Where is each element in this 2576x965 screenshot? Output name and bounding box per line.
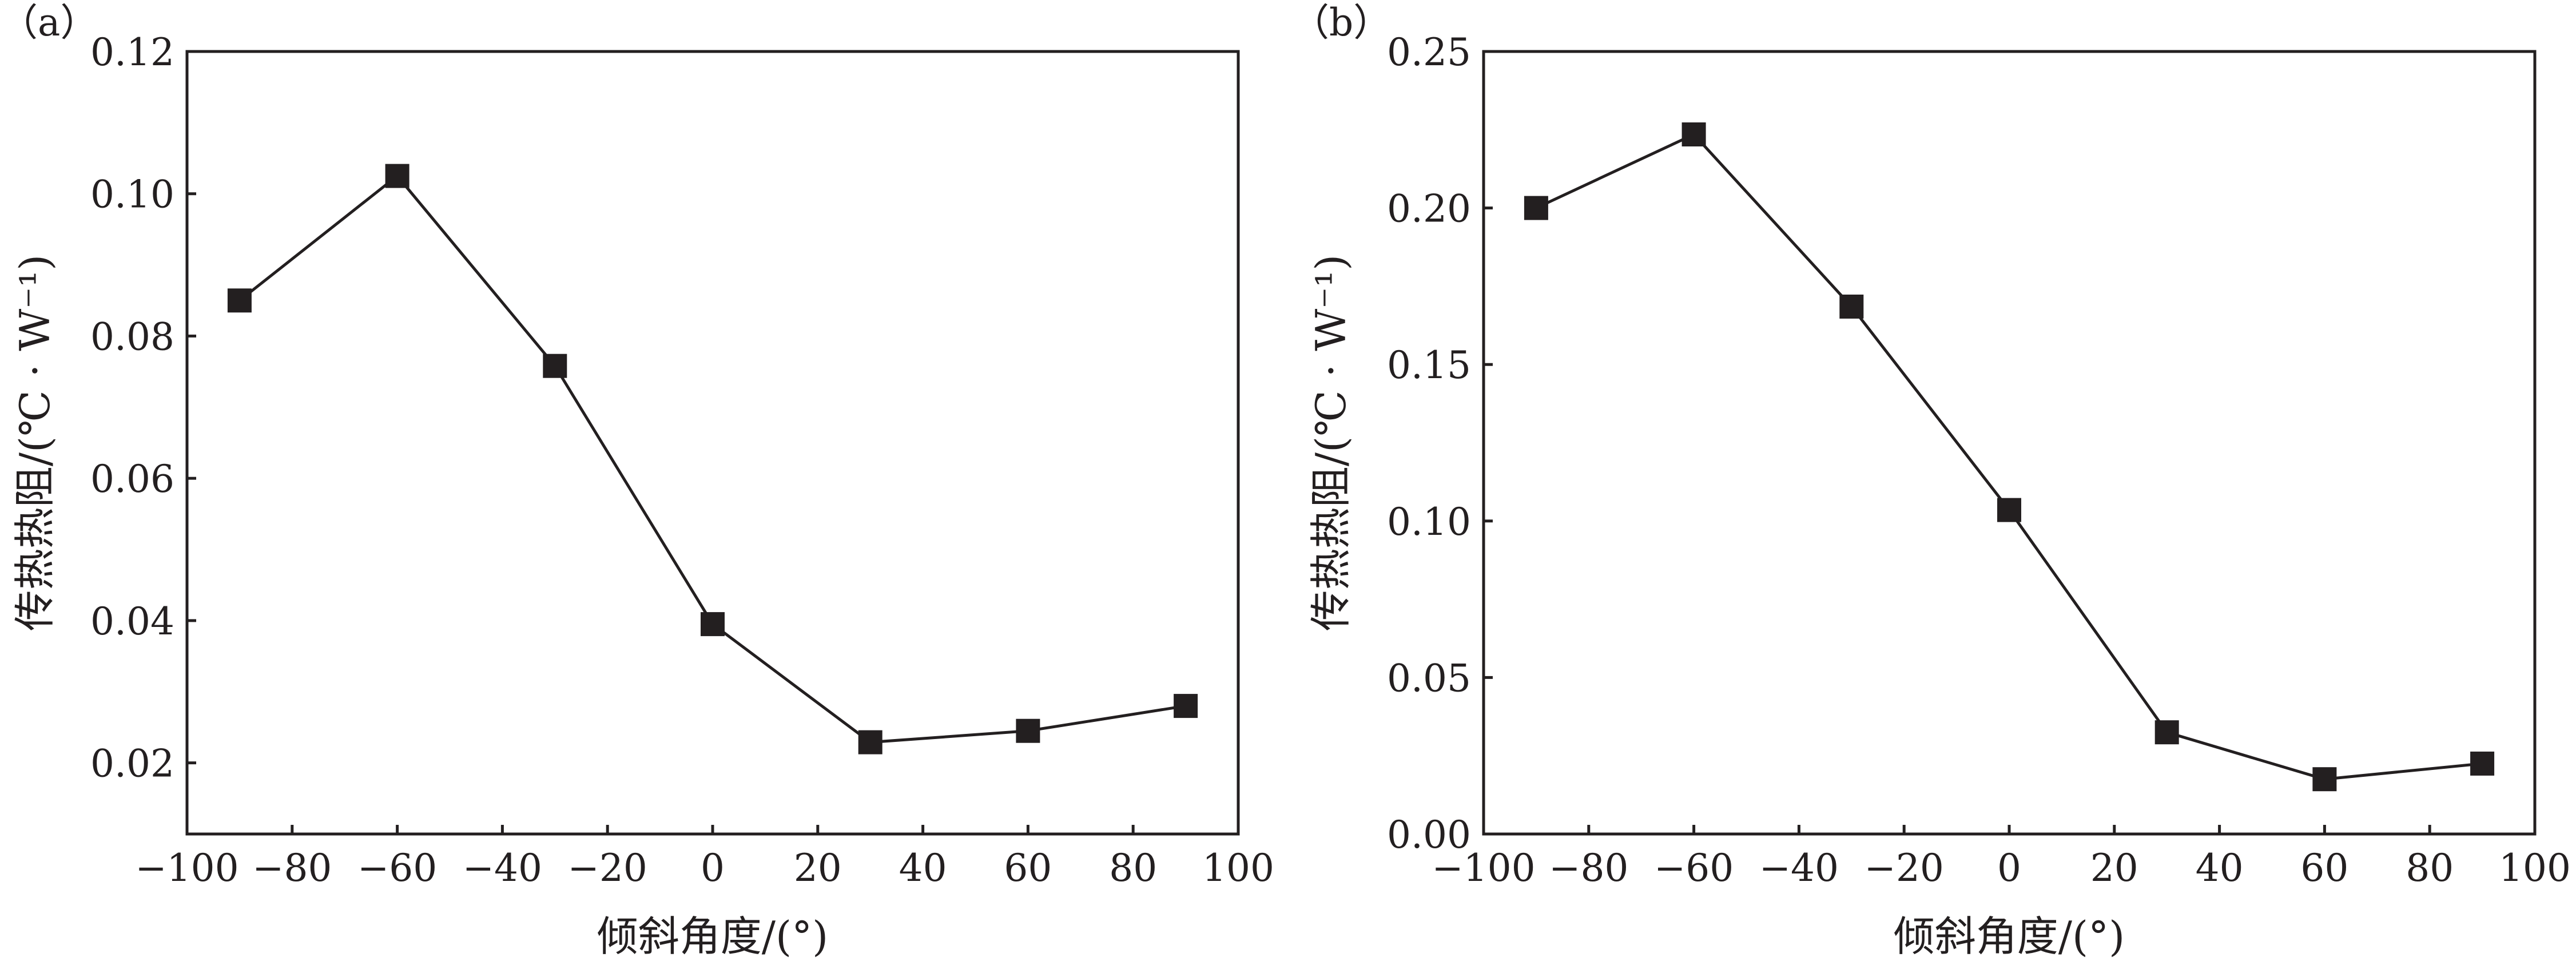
x-tick-label-b: −20 <box>1865 846 1944 890</box>
x-tick-label-a: 20 <box>794 846 842 890</box>
y-tick-label-b: 0.10 <box>1387 500 1471 544</box>
y-tick-label-b: 0.15 <box>1387 343 1471 387</box>
plot-frame-b <box>1482 50 2537 836</box>
axis-ticks-a <box>185 50 1240 834</box>
data-point-b <box>2154 720 2179 745</box>
chart-panel-a: （a） −100 −80 −60 −40 −20 0 20 40 60 80 100 0.02 0.04… <box>0 1 1274 960</box>
data-point-b <box>1524 196 1548 220</box>
data-point-a <box>701 612 725 637</box>
y-axis-label-b: 传热热阻/(℃ · W⁻¹) <box>1307 255 1355 632</box>
data-point-a <box>1174 694 1198 718</box>
y-tick-label-b: 0.05 <box>1387 656 1471 700</box>
x-tick-label-a: −40 <box>463 846 542 890</box>
data-point-a <box>1016 718 1040 743</box>
x-tick-label-b: 100 <box>2499 846 2571 890</box>
y-tick-label-b: 0.00 <box>1387 813 1471 857</box>
x-tick-label-a: 40 <box>899 846 947 890</box>
y-tick-label-a: 0.04 <box>90 599 174 644</box>
x-tick-label-b: −60 <box>1654 846 1734 890</box>
data-point-a <box>385 164 410 188</box>
plot-frame-a <box>185 50 1240 836</box>
series-line-a <box>238 174 1186 744</box>
x-tick-label-a: 0 <box>701 846 725 890</box>
panel-label-b: （b） <box>1291 1 1391 45</box>
x-tick-label-b: −100 <box>1432 846 1535 890</box>
x-tick-label-b: 0 <box>1997 846 2021 890</box>
axis-ticks-b <box>1482 50 2537 836</box>
x-tick-label-b: −40 <box>1759 846 1839 890</box>
x-tick-label-b: 20 <box>2090 846 2138 890</box>
data-point-b <box>2470 751 2495 776</box>
tick-labels-a: −100 −80 −60 −40 −20 0 20 40 60 80 100 0.02 0.04 0.06… <box>90 30 1274 890</box>
x-tick-label-a: −100 <box>135 846 238 890</box>
y-tick-label-a: 0.06 <box>90 457 174 501</box>
x-tick-label-b: 80 <box>2406 846 2454 890</box>
series-markers-a <box>227 164 1198 754</box>
x-tick-label-b: 40 <box>2196 846 2244 890</box>
x-tick-label-b: −80 <box>1549 846 1628 890</box>
panel-label-a: （a） <box>0 1 98 45</box>
x-axis-label-a: 倾斜角度/(°) <box>597 912 828 960</box>
data-point-a <box>543 354 567 378</box>
y-tick-label-b: 0.25 <box>1387 30 1471 74</box>
data-point-b <box>1997 498 2021 522</box>
x-tick-label-a: 100 <box>1202 846 1274 890</box>
x-tick-label-a: 80 <box>1109 846 1157 890</box>
series-markers-b <box>1524 122 2495 792</box>
x-axis-label-b: 倾斜角度/(°) <box>1894 912 2125 960</box>
data-point-a <box>227 288 252 313</box>
data-point-b <box>2312 767 2337 792</box>
x-tick-label-b: 60 <box>2300 846 2348 890</box>
y-tick-label-a: 0.08 <box>90 315 174 359</box>
y-tick-label-a: 0.10 <box>90 173 174 217</box>
x-tick-label-a: −80 <box>252 846 332 890</box>
data-point-b <box>1839 295 1864 319</box>
x-tick-label-a: −20 <box>568 846 647 890</box>
y-tick-label-a: 0.02 <box>90 742 174 786</box>
tick-labels-b: −100 −80 −60 −40 −20 0 20 40 60 80 100 0.00 0.05 0.10… <box>1387 30 2571 890</box>
data-point-b <box>1681 122 1706 146</box>
y-axis-label-a: 传热热阻/(℃ · W⁻¹) <box>11 255 59 632</box>
series-line-b <box>1535 132 2483 781</box>
x-tick-label-a: −60 <box>357 846 437 890</box>
data-point-a <box>858 730 882 754</box>
x-tick-label-a: 60 <box>1004 846 1052 890</box>
y-tick-label-b: 0.20 <box>1387 187 1471 231</box>
y-tick-label-a: 0.12 <box>90 30 174 74</box>
chart-panel-b: （b） −100 −80 −60 −40 −20 0 20 40 60 80 100 0.00 0.05… <box>1291 1 2571 960</box>
